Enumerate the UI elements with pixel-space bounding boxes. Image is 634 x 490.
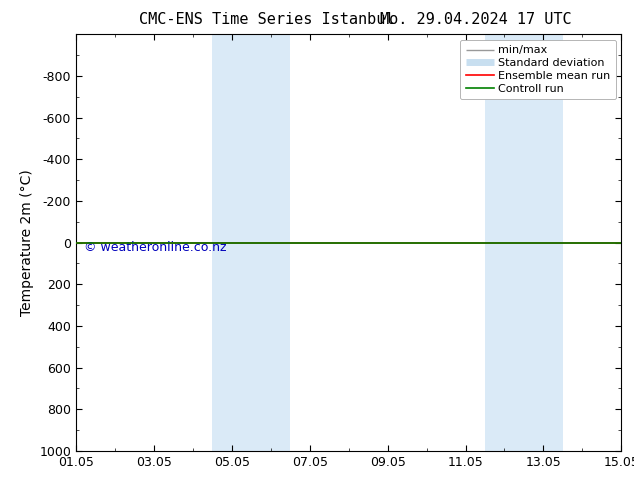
Text: CMC-ENS Time Series Istanbul: CMC-ENS Time Series Istanbul <box>139 12 395 27</box>
Legend: min/max, Standard deviation, Ensemble mean run, Controll run: min/max, Standard deviation, Ensemble me… <box>460 40 616 99</box>
Text: © weatheronline.co.nz: © weatheronline.co.nz <box>84 242 227 254</box>
Bar <box>212 34 290 451</box>
Y-axis label: Temperature 2m (°C): Temperature 2m (°C) <box>20 169 34 316</box>
Bar <box>485 34 563 451</box>
Text: Mo. 29.04.2024 17 UTC: Mo. 29.04.2024 17 UTC <box>380 12 572 27</box>
